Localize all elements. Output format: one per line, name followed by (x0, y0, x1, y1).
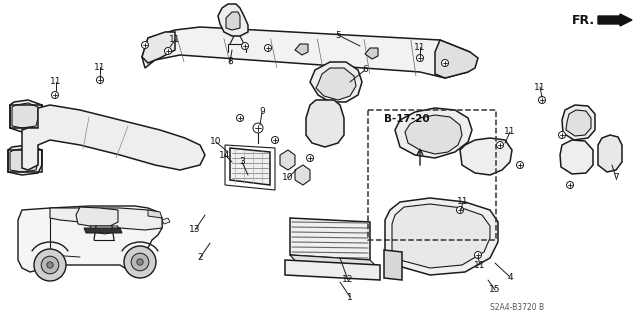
Circle shape (497, 142, 504, 149)
Text: 1: 1 (347, 293, 353, 301)
Circle shape (237, 115, 243, 122)
Polygon shape (405, 115, 462, 154)
Circle shape (538, 97, 545, 103)
Text: 11: 11 (51, 78, 61, 86)
Polygon shape (142, 27, 475, 78)
Text: 7: 7 (613, 174, 619, 182)
Text: 11: 11 (457, 197, 468, 206)
Polygon shape (285, 260, 380, 280)
Text: B-17-20: B-17-20 (384, 114, 429, 124)
Polygon shape (12, 103, 38, 128)
Circle shape (34, 249, 66, 281)
Text: 5: 5 (335, 31, 341, 40)
Text: 9: 9 (259, 108, 265, 116)
Text: S2A4-B3720 B: S2A4-B3720 B (490, 303, 544, 313)
Circle shape (442, 60, 449, 66)
Text: 11: 11 (94, 63, 106, 71)
Polygon shape (384, 250, 402, 280)
Circle shape (124, 246, 156, 278)
Polygon shape (290, 218, 370, 260)
Text: 12: 12 (342, 276, 354, 285)
Circle shape (566, 182, 573, 189)
Circle shape (253, 123, 263, 133)
Circle shape (97, 77, 104, 84)
Polygon shape (76, 207, 118, 226)
Polygon shape (392, 204, 490, 268)
Polygon shape (385, 198, 498, 275)
Bar (368, 110, 496, 240)
Text: 11: 11 (414, 42, 426, 51)
Polygon shape (560, 140, 593, 174)
Polygon shape (8, 145, 42, 175)
Polygon shape (218, 4, 248, 36)
Text: 8: 8 (227, 57, 233, 66)
Polygon shape (566, 110, 591, 136)
Text: 11: 11 (534, 83, 546, 92)
Text: 4: 4 (507, 272, 513, 281)
Polygon shape (162, 218, 170, 224)
Text: 11: 11 (504, 128, 516, 137)
Polygon shape (295, 165, 310, 185)
Polygon shape (460, 138, 512, 175)
Text: FR.: FR. (572, 13, 595, 26)
Circle shape (47, 262, 53, 268)
FancyArrow shape (598, 14, 632, 26)
Circle shape (137, 259, 143, 265)
Polygon shape (290, 255, 378, 268)
Text: 10: 10 (282, 174, 294, 182)
Polygon shape (230, 148, 270, 185)
Circle shape (559, 131, 566, 138)
Polygon shape (295, 44, 308, 55)
Polygon shape (84, 228, 122, 233)
Text: 3: 3 (239, 158, 245, 167)
Polygon shape (148, 210, 162, 218)
Polygon shape (22, 105, 205, 170)
Text: 13: 13 (189, 226, 201, 234)
Text: 2: 2 (197, 254, 203, 263)
Text: 11: 11 (474, 261, 486, 270)
Text: 14: 14 (220, 151, 230, 160)
Circle shape (141, 41, 148, 48)
Polygon shape (10, 100, 42, 132)
Circle shape (241, 42, 248, 49)
Polygon shape (10, 148, 38, 172)
Text: 6: 6 (362, 65, 368, 75)
Polygon shape (142, 32, 175, 63)
Polygon shape (562, 105, 595, 140)
Circle shape (417, 55, 424, 62)
Polygon shape (598, 135, 622, 172)
Circle shape (51, 92, 58, 99)
Circle shape (264, 44, 271, 51)
Polygon shape (316, 68, 356, 100)
Polygon shape (90, 226, 118, 234)
Circle shape (164, 48, 172, 55)
Circle shape (131, 253, 149, 271)
Circle shape (271, 137, 278, 144)
Circle shape (474, 251, 481, 258)
Polygon shape (226, 12, 240, 30)
Polygon shape (365, 48, 378, 59)
Polygon shape (435, 40, 478, 78)
Polygon shape (310, 62, 362, 102)
Circle shape (456, 206, 463, 213)
Text: 11: 11 (169, 35, 180, 44)
Polygon shape (280, 150, 295, 170)
Circle shape (516, 161, 524, 168)
Polygon shape (306, 100, 344, 147)
Circle shape (41, 256, 59, 274)
Polygon shape (395, 108, 472, 158)
Polygon shape (50, 208, 162, 230)
Circle shape (307, 154, 314, 161)
Text: 15: 15 (489, 286, 500, 294)
Text: 10: 10 (211, 137, 221, 146)
Polygon shape (18, 206, 162, 274)
